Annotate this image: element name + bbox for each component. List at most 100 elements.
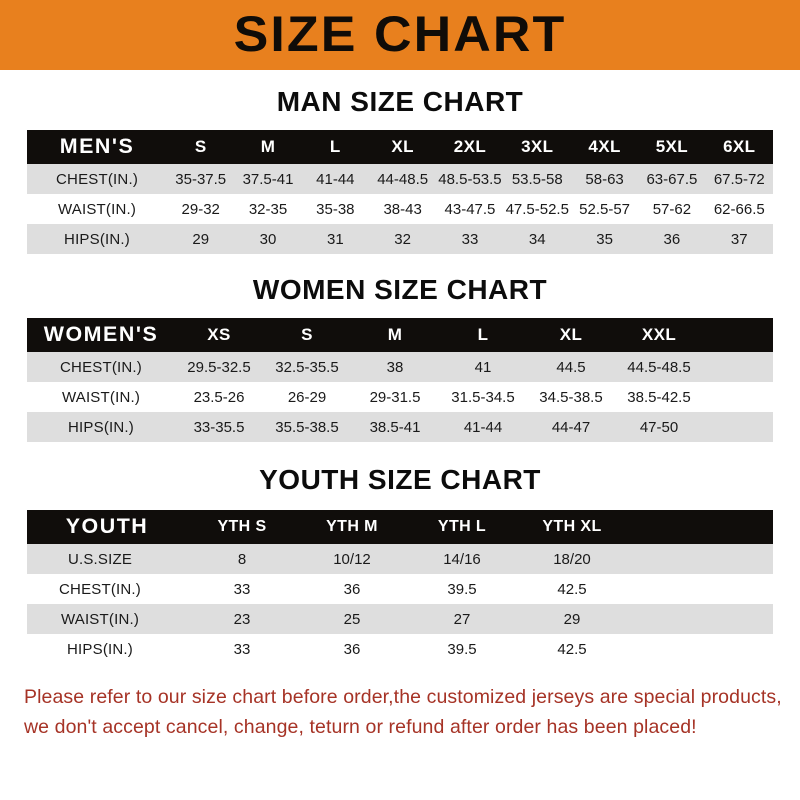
youth-ussize-xl: 18/20 (553, 550, 591, 568)
women-waist-spacer (703, 382, 773, 412)
women-size-header-m: M (387, 325, 403, 344)
women-header-label: WOMEN'S (43, 323, 159, 346)
man-hips-xl: 32 (394, 230, 411, 248)
youth-ussize-s: 8 (237, 550, 247, 568)
women-size-chart-section: WOMEN SIZE CHART WOMEN'S XS S M L XL XXL (0, 276, 800, 442)
man-waist-4xl: 52.5-57 (579, 200, 631, 218)
youth-ussize-spacer (627, 544, 773, 574)
youth-row-label-waist: WAIST(IN.) (60, 610, 140, 628)
table-row: WAIST(IN.) 23 25 27 29 (27, 604, 773, 634)
man-waist-xl: 38-43 (383, 200, 422, 218)
women-row-label-chest: CHEST(IN.) (60, 358, 142, 376)
man-waist-s: 29-32 (181, 200, 220, 218)
women-hips-xs: 33-35.5 (193, 418, 245, 436)
youth-waist-l: 27 (453, 610, 471, 628)
women-chest-xl: 44.5 (556, 358, 586, 376)
man-size-table: MEN'S S M L XL 2XL 3XL 4XL 5XL 6XL CHEST… (27, 130, 773, 254)
table-row: CHEST(IN.) 29.5-32.5 32.5-35.5 38 41 44.… (27, 352, 773, 382)
women-size-header-xl: XL (559, 325, 583, 344)
man-size-header-l: L (329, 137, 341, 156)
table-row: HIPS(IN.) 29 30 31 32 33 34 35 36 37 (27, 224, 773, 254)
table-row: CHEST(IN.) 35-37.5 37.5-41 41-44 44-48.5… (27, 164, 773, 194)
man-size-chart-section: MAN SIZE CHART MEN'S S M L XL 2XL 3XL 4X… (0, 88, 800, 254)
women-size-header-xs: XS (207, 325, 231, 344)
size-chart-banner: SIZE CHART (0, 0, 800, 70)
youth-waist-s: 23 (233, 610, 251, 628)
women-table-body: CHEST(IN.) 29.5-32.5 32.5-35.5 38 41 44.… (27, 352, 773, 442)
youth-header-spacer (627, 510, 773, 544)
women-section-title: WOMEN SIZE CHART (252, 274, 548, 305)
youth-ussize-l: 14/16 (443, 550, 481, 568)
order-policy-line-1: Please refer to our size chart before or… (24, 686, 782, 708)
man-hips-6xl: 37 (730, 230, 748, 248)
women-row-label-hips: HIPS(IN.) (68, 418, 134, 436)
man-table-header: MEN'S S M L XL 2XL 3XL 4XL 5XL 6XL (27, 130, 773, 164)
man-table-wrapper: MEN'S S M L XL 2XL 3XL 4XL 5XL 6XL CHEST… (27, 130, 773, 254)
man-hips-2xl: 33 (461, 230, 479, 248)
youth-waist-m: 25 (343, 610, 361, 628)
youth-row-label-hips: HIPS(IN.) (67, 640, 133, 658)
women-hips-spacer (703, 412, 773, 442)
youth-row-label-chest: CHEST(IN.) (59, 580, 141, 598)
man-size-header-xl: XL (391, 137, 414, 156)
man-hips-s: 29 (192, 230, 210, 248)
youth-waist-spacer (627, 604, 773, 634)
youth-chest-s: 33 (233, 580, 251, 598)
youth-hips-m: 36 (343, 640, 361, 658)
order-policy-line-2: we don't accept cancel, change, teturn o… (24, 716, 697, 739)
women-waist-m: 29-31.5 (369, 388, 421, 406)
women-chest-l: 41 (474, 358, 492, 376)
youth-header-row: YOUTH YTH S YTH M YTH L YTH XL (27, 510, 773, 544)
youth-ussize-m: 10/12 (333, 550, 371, 568)
youth-chest-l: 39.5 (447, 580, 477, 598)
man-hips-3xl: 34 (528, 230, 546, 248)
women-waist-xl: 34.5-38.5 (539, 388, 603, 406)
man-waist-3xl: 47.5-52.5 (505, 200, 569, 218)
women-chest-xs: 29.5-32.5 (187, 358, 251, 376)
youth-chest-m: 36 (343, 580, 361, 598)
man-waist-6xl: 62-66.5 (713, 200, 765, 218)
man-waist-l: 35-38 (316, 200, 355, 218)
man-hips-m: 30 (259, 230, 277, 248)
women-hips-m: 38.5-41 (369, 418, 421, 436)
table-row: CHEST(IN.) 33 36 39.5 42.5 (27, 574, 773, 604)
table-row: WAIST(IN.) 23.5-26 26-29 29-31.5 31.5-34… (27, 382, 773, 412)
table-row: U.S.SIZE 8 10/12 14/16 18/20 (27, 544, 773, 574)
youth-hips-spacer (627, 634, 773, 664)
man-chest-m: 37.5-41 (242, 170, 294, 188)
man-hips-l: 31 (326, 230, 344, 248)
women-chest-m: 38 (386, 358, 404, 376)
man-waist-2xl: 43-47.5 (444, 200, 496, 218)
man-waist-m: 32-35 (248, 200, 288, 218)
man-header-row: MEN'S S M L XL 2XL 3XL 4XL 5XL 6XL (27, 130, 773, 164)
man-row-label-hips: HIPS(IN.) (64, 230, 130, 248)
youth-size-header-m: YTH M (326, 518, 378, 535)
youth-size-header-l: YTH L (437, 518, 487, 535)
women-waist-xs: 23.5-26 (193, 388, 245, 406)
man-table-body: CHEST(IN.) 35-37.5 37.5-41 41-44 44-48.5… (27, 164, 773, 254)
women-table-wrapper: WOMEN'S XS S M L XL XXL CHEST(IN.) 29.5-… (27, 318, 773, 442)
order-policy-note: Please refer to our size chart before or… (24, 682, 782, 742)
man-row-label-waist: WAIST(IN.) (57, 200, 137, 218)
youth-waist-xl: 29 (563, 610, 581, 628)
women-table-header: WOMEN'S XS S M L XL XXL (27, 318, 773, 352)
women-hips-xxl: 47-50 (639, 418, 679, 436)
youth-size-header-s: YTH S (217, 518, 267, 535)
youth-hips-xl: 42.5 (557, 640, 587, 658)
women-chest-spacer (703, 352, 773, 382)
women-header-row: WOMEN'S XS S M L XL XXL (27, 318, 773, 352)
man-size-header-3xl: 3XL (521, 137, 554, 156)
women-size-header-xxl: XXL (641, 325, 677, 344)
youth-chest-spacer (627, 574, 773, 604)
youth-header-label: YOUTH (65, 515, 149, 538)
youth-hips-s: 33 (233, 640, 251, 658)
man-chest-3xl: 53.5-58 (511, 170, 563, 188)
women-hips-s: 35.5-38.5 (275, 418, 339, 436)
women-size-header-l: L (477, 325, 489, 344)
table-row: HIPS(IN.) 33 36 39.5 42.5 (27, 634, 773, 664)
table-row: HIPS(IN.) 33-35.5 35.5-38.5 38.5-41 41-4… (27, 412, 773, 442)
women-size-table: WOMEN'S XS S M L XL XXL CHEST(IN.) 29.5-… (27, 318, 773, 442)
man-size-header-4xl: 4XL (588, 137, 621, 156)
man-section-title: MAN SIZE CHART (276, 86, 524, 117)
women-waist-xxl: 38.5-42.5 (627, 388, 691, 406)
